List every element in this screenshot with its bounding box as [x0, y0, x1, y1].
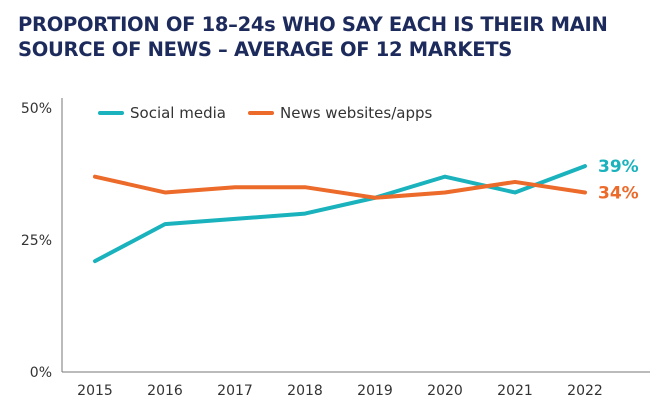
legend-label: Social media: [130, 104, 226, 122]
x-tick-label: 2016: [147, 383, 183, 399]
y-tick-label: 25%: [21, 233, 52, 249]
x-tick-label: 2019: [357, 383, 393, 399]
y-tick-label: 0%: [30, 365, 52, 381]
x-tick-label: 2020: [427, 383, 463, 399]
x-tick-label: 2015: [77, 383, 113, 399]
legend-label: News websites/apps: [280, 104, 433, 122]
x-tick-label: 2022: [567, 383, 603, 399]
series-line: [93, 174, 587, 200]
x-tick-label: 2017: [217, 383, 253, 399]
x-tick-label: 2018: [287, 383, 323, 399]
series-line: [93, 164, 587, 264]
end-label: 39%: [598, 157, 639, 177]
end-label: 34%: [598, 183, 639, 203]
x-tick-label: 2021: [497, 383, 533, 399]
chart-title: PROPORTION OF 18–24s WHO SAY EACH IS THE…: [18, 13, 608, 61]
y-tick-label: 50%: [21, 101, 52, 117]
